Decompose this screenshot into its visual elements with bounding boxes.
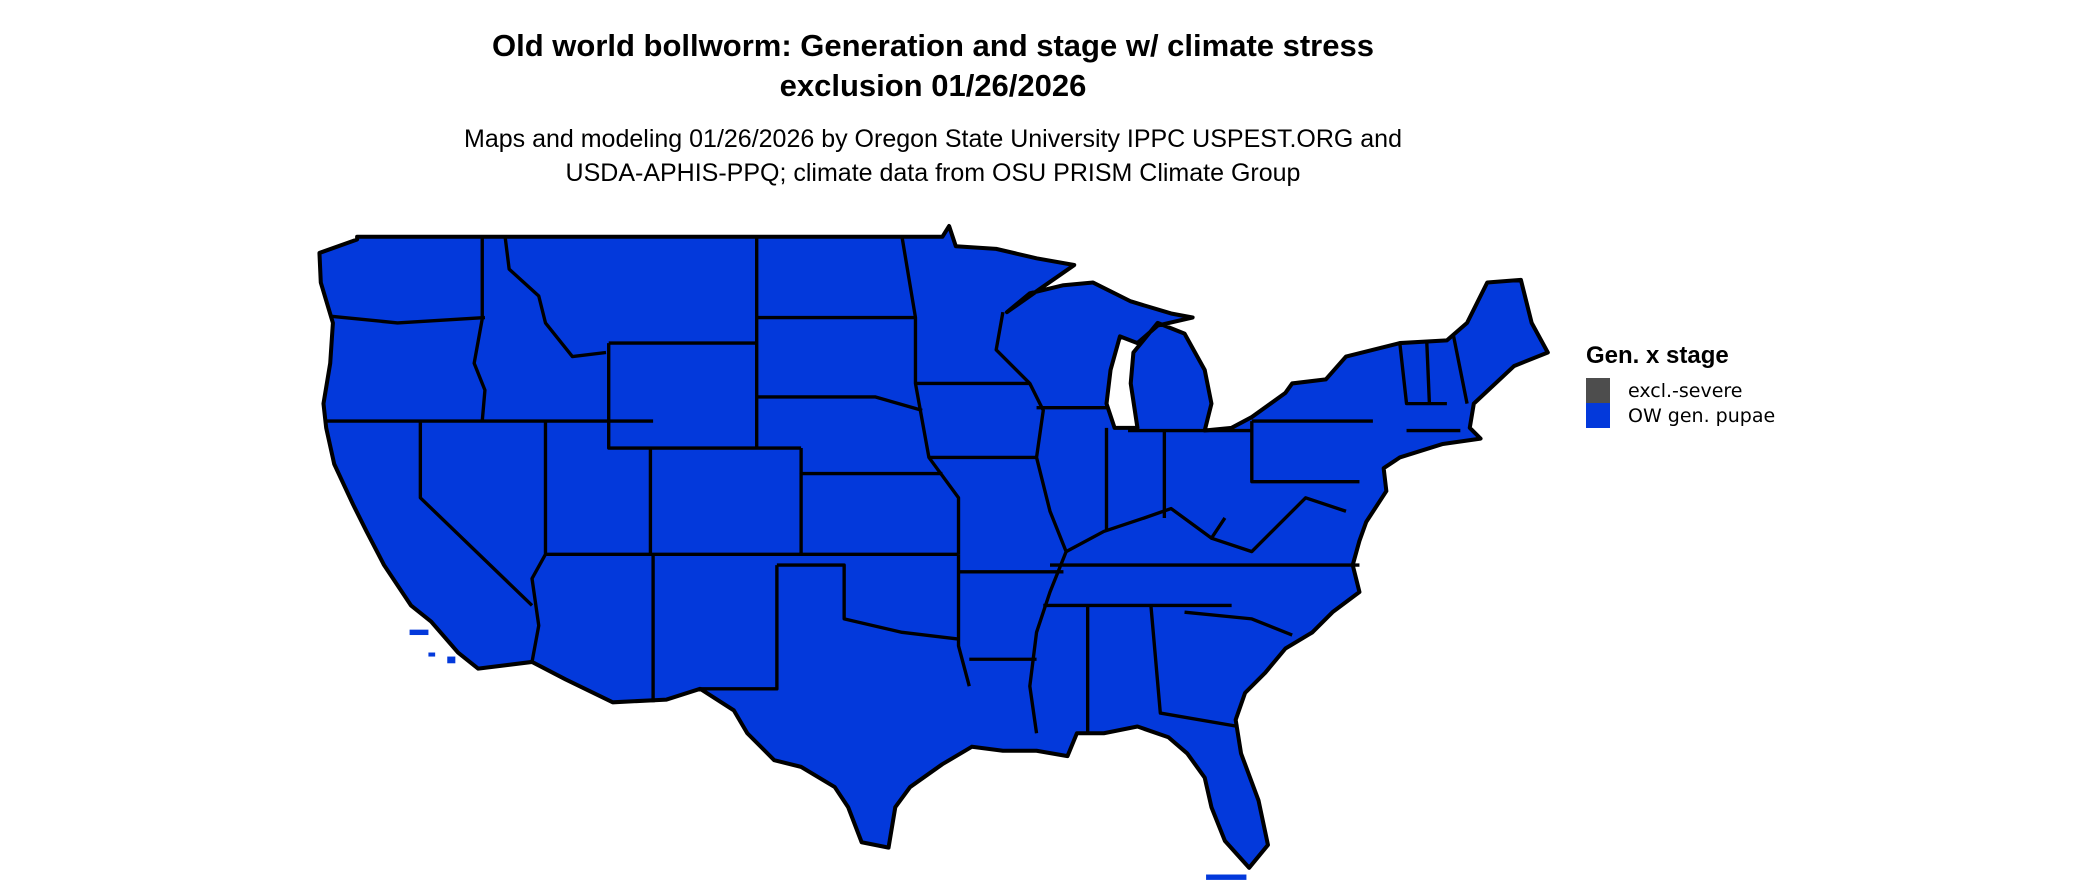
state-borders [324, 236, 1469, 734]
legend-item-excl-severe: excl.-severe [1586, 378, 1775, 403]
title-line-2: exclusion 01/26/2026 [779, 68, 1087, 103]
subtitle-line-2: USDA-APHIS-PPQ; climate data from OSU PR… [565, 159, 1301, 187]
subtitle-line-1: Maps and modeling 01/26/2026 by Oregon S… [464, 125, 1402, 153]
legend: Gen. x stage excl.-severe OW gen. pupae [1586, 342, 1775, 428]
map-subtitle: Maps and modeling 01/26/2026 by Oregon S… [383, 122, 1483, 190]
legend-swatch [1586, 403, 1610, 428]
legend-item-ow-gen-pupae: OW gen. pupae [1586, 403, 1775, 428]
legend-label: OW gen. pupae [1628, 404, 1776, 427]
map-title: Old world bollworm: Generation and stage… [433, 26, 1433, 106]
islands [409, 629, 1247, 880]
legend-label: excl.-severe [1628, 379, 1743, 402]
us-outline [317, 224, 1550, 870]
title-line-1: Old world bollworm: Generation and stage… [492, 28, 1374, 63]
legend-title: Gen. x stage [1586, 342, 1729, 369]
legend-swatch [1586, 378, 1610, 403]
